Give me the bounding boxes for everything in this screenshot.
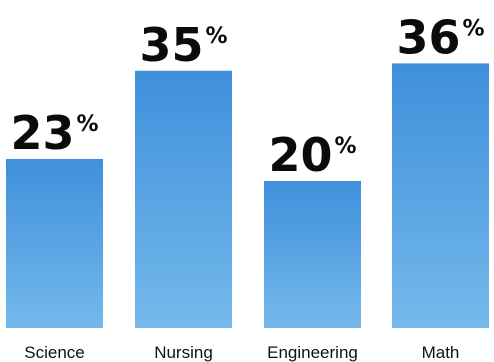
- category-label-nursing: Nursing: [154, 343, 213, 362]
- value-label-number: 23: [10, 106, 74, 160]
- value-label-math: 36%: [396, 10, 484, 64]
- value-label-number: 35: [139, 18, 203, 72]
- value-label-science: 23%: [10, 106, 98, 160]
- bar-math: [392, 63, 489, 329]
- percent-sign: %: [462, 16, 484, 41]
- value-label-engineering: 20%: [268, 128, 356, 182]
- bar-engineering: [264, 181, 361, 328]
- category-label-math: Math: [422, 343, 460, 362]
- value-label-number: 36: [396, 10, 460, 64]
- category-label-science: Science: [24, 343, 84, 362]
- value-labels-layer: 23%35%20%36%: [10, 10, 484, 182]
- value-label-number: 20: [268, 128, 332, 182]
- percent-sign: %: [205, 24, 227, 49]
- value-label-nursing: 35%: [139, 18, 227, 72]
- bar-nursing: [135, 70, 232, 328]
- category-label-engineering: Engineering: [267, 343, 358, 362]
- percent-sign: %: [76, 112, 98, 137]
- percent-sign: %: [334, 134, 356, 159]
- bars-layer: [6, 63, 489, 329]
- category-labels-layer: Science Nursing Engineering Math: [24, 343, 459, 362]
- bar-science: [6, 158, 103, 328]
